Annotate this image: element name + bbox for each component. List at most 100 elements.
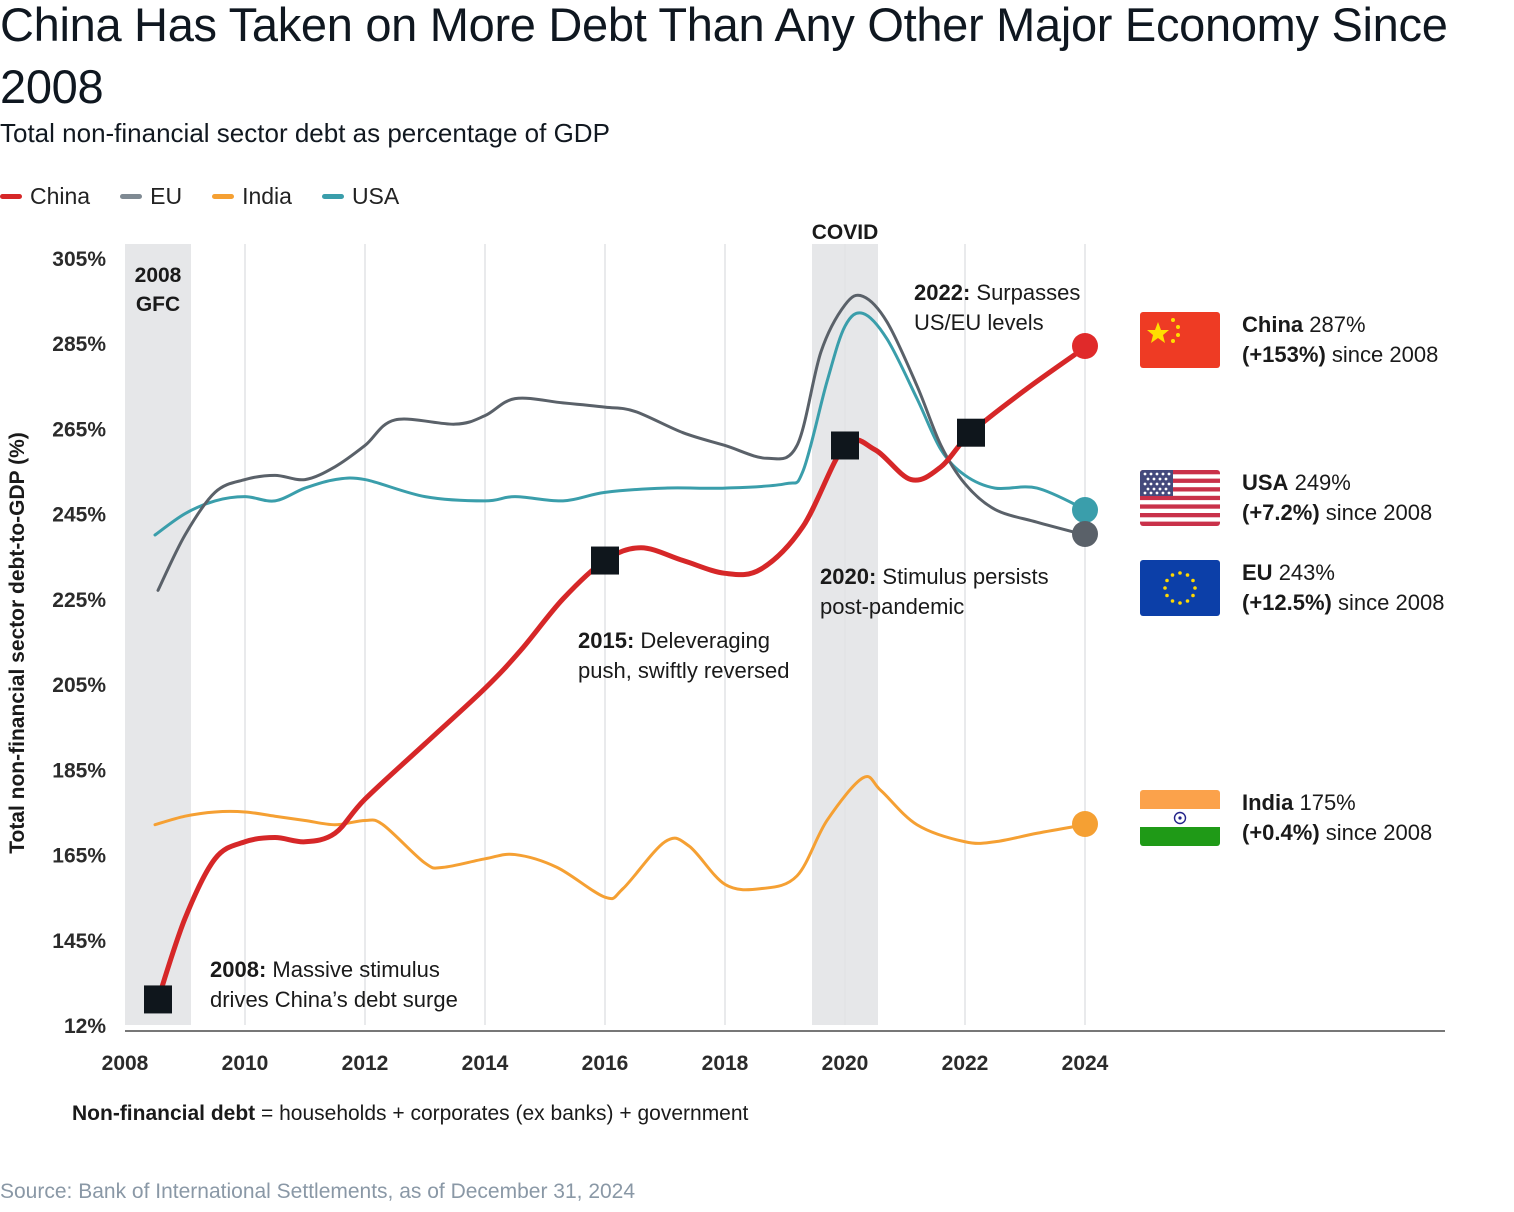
summary-india: India 175% (+0.4%) since 2008 bbox=[1140, 790, 1432, 846]
annotation-year: 2015: bbox=[578, 628, 640, 653]
china-flag-icon bbox=[1140, 312, 1220, 368]
event-marker[interactable] bbox=[591, 546, 619, 575]
footnote-definition: = households + corporates (ex banks) + g… bbox=[255, 1102, 749, 1125]
summary-china: China 287% (+153%) since 2008 bbox=[1140, 312, 1438, 368]
eu-star bbox=[1178, 601, 1182, 605]
end-point-india[interactable] bbox=[1072, 811, 1098, 837]
eu-flag-icon bbox=[1140, 560, 1220, 616]
legend-item-eu[interactable]: EU bbox=[120, 183, 182, 210]
summary-suffix: since 2008 bbox=[1325, 500, 1433, 525]
event-marker[interactable] bbox=[144, 985, 172, 1014]
shaded-period-label: COVID bbox=[812, 221, 879, 244]
summary-suffix: since 2008 bbox=[1331, 342, 1439, 367]
annotation-text: Massive stimulus bbox=[272, 957, 439, 982]
x-tick-label: 2010 bbox=[222, 1052, 269, 1075]
annotation-year: 2008: bbox=[210, 957, 272, 982]
event-marker[interactable] bbox=[831, 431, 859, 460]
legend-swatch-india bbox=[212, 194, 235, 199]
legend-swatch-usa bbox=[321, 194, 344, 199]
annotations: 2008: Massive stimulus drives China’s deb… bbox=[210, 280, 1080, 1012]
series-line-india bbox=[153, 775, 1087, 901]
y-tick-label: 145% bbox=[52, 930, 106, 953]
series-line-eu bbox=[156, 293, 1087, 592]
series-line-usa bbox=[153, 311, 1087, 537]
summary-suffix: since 2008 bbox=[1338, 590, 1445, 615]
summary-value: 249% bbox=[1294, 470, 1351, 495]
y-tick-label: 245% bbox=[52, 504, 106, 527]
legend: China EU India USA bbox=[0, 183, 399, 210]
x-tick-label: 2016 bbox=[582, 1052, 629, 1075]
eu-star bbox=[1163, 586, 1167, 590]
end-point-china[interactable] bbox=[1072, 333, 1098, 359]
chart-title: China Has Taken on More Debt Than Any Ot… bbox=[0, 0, 1448, 113]
chart-subtitle: Total non-financial sector debt as perce… bbox=[0, 118, 610, 148]
shaded-period-label: 2008 bbox=[135, 264, 182, 287]
eu-star bbox=[1193, 586, 1197, 590]
summary-usa: USA 249% (+7.2%) since 2008 bbox=[1140, 470, 1432, 526]
annotation-line2: push, swiftly reversed bbox=[578, 658, 790, 683]
x-tick-label: 2012 bbox=[342, 1052, 389, 1075]
eu-star bbox=[1185, 599, 1190, 603]
y-axis: 305% 285% 265% 245% 225% 205% 185% 165% 145% 12% bbox=[52, 248, 106, 1038]
eu-star bbox=[1165, 578, 1169, 583]
x-tick-label: 2020 bbox=[822, 1052, 869, 1075]
footnote: Non-financial debt = households + corpor… bbox=[72, 1102, 748, 1126]
summary-suffix: since 2008 bbox=[1325, 820, 1433, 845]
annotation-line2: US/EU levels bbox=[914, 310, 1044, 335]
annotation-line2: drives China’s debt surge bbox=[210, 987, 458, 1012]
annotation-text: Surpasses bbox=[976, 280, 1080, 305]
summary-country: China bbox=[1242, 312, 1304, 337]
summary-eu: EU 243% (+12.5%) since 2008 bbox=[1140, 560, 1444, 616]
usa-flag-icon bbox=[1140, 470, 1220, 526]
x-tick-label: 2008 bbox=[102, 1052, 149, 1075]
y-tick-label: 285% bbox=[52, 333, 106, 356]
summary-value: 287% bbox=[1309, 312, 1366, 337]
annotation-line2: post-pandemic bbox=[820, 594, 964, 619]
y-tick-label: 205% bbox=[52, 674, 106, 697]
y-tick-label: 165% bbox=[52, 845, 106, 868]
legend-label: China bbox=[30, 183, 91, 209]
x-tick-label: 2014 bbox=[462, 1052, 509, 1075]
y-axis-label: Total non-financial sector debt-to-GDP (… bbox=[6, 432, 29, 854]
eu-star bbox=[1170, 599, 1175, 603]
annotation: 2020: Stimulus persists bbox=[820, 564, 1049, 589]
legend-label: EU bbox=[150, 183, 183, 209]
summary-country: USA bbox=[1242, 470, 1289, 495]
legend-label: USA bbox=[351, 183, 400, 209]
annotation-year: 2020: bbox=[820, 564, 882, 589]
end-point-usa[interactable] bbox=[1072, 497, 1098, 523]
x-tick-label: 2018 bbox=[702, 1052, 749, 1075]
annotation: 2008: Massive stimulus bbox=[210, 957, 440, 982]
y-tick-label: 185% bbox=[52, 759, 106, 782]
legend-label: India bbox=[242, 183, 292, 209]
legend-item-usa[interactable]: USA bbox=[321, 183, 400, 210]
shaded-periods: 2008 GFC COVID bbox=[125, 221, 878, 1025]
y-tick-label: 305% bbox=[52, 248, 106, 271]
eu-star bbox=[1178, 571, 1182, 575]
summary-country: EU bbox=[1242, 560, 1273, 585]
y-tick-label: 225% bbox=[52, 589, 106, 612]
eu-star bbox=[1191, 593, 1195, 598]
summary-value: 175% bbox=[1299, 790, 1356, 815]
x-tick-label: 2022 bbox=[942, 1052, 989, 1075]
source-note: Source: Bank of International Settlement… bbox=[0, 1180, 636, 1203]
end-point-eu[interactable] bbox=[1072, 521, 1098, 547]
legend-swatch-eu bbox=[120, 194, 143, 199]
x-tick-label: 2024 bbox=[1062, 1052, 1109, 1075]
shaded-period bbox=[125, 244, 191, 1025]
summary-change: (+12.5%) bbox=[1242, 590, 1332, 615]
summary-country: India bbox=[1242, 790, 1294, 815]
event-markers bbox=[144, 418, 985, 1014]
gridlines bbox=[244, 244, 1086, 1025]
summary-value: 243% bbox=[1278, 560, 1335, 585]
event-marker[interactable] bbox=[957, 418, 985, 447]
annotation-year: 2022: bbox=[914, 280, 976, 305]
summary-change: (+7.2%) bbox=[1242, 500, 1320, 525]
x-axis: 2008 2010 2012 2014 2016 2018 2020 2022 2024 bbox=[102, 1030, 1445, 1075]
y-tick-label: 12% bbox=[64, 1015, 106, 1038]
legend-item-india[interactable]: India bbox=[212, 183, 292, 210]
footnote-term: Non-financial debt bbox=[72, 1102, 256, 1125]
eu-star bbox=[1170, 573, 1175, 577]
legend-item-china[interactable]: China bbox=[0, 183, 90, 210]
india-flag-icon bbox=[1140, 790, 1220, 846]
